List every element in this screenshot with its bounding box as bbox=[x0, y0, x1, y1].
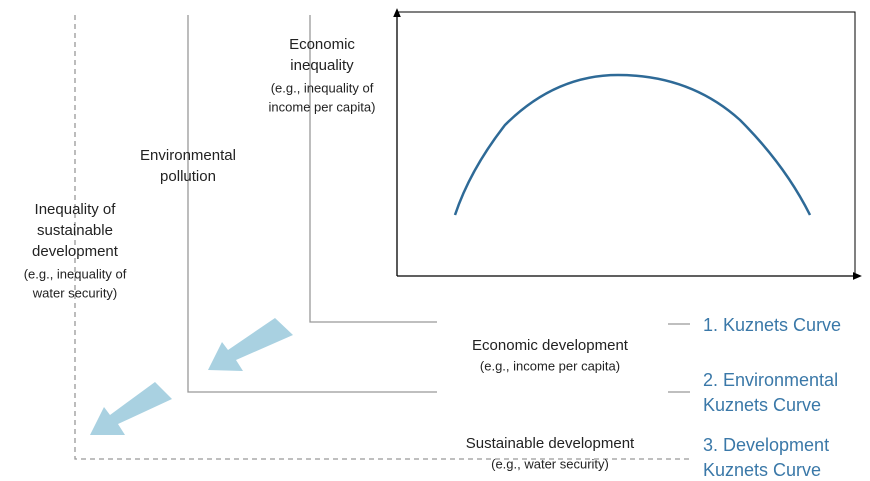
x-label-example: (e.g., income per capita) bbox=[480, 358, 620, 373]
x-label-example: (e.g., water security) bbox=[491, 456, 609, 471]
arrows bbox=[90, 318, 293, 435]
y-label-example: income per capita) bbox=[269, 99, 376, 114]
x-label-title: Sustainable development bbox=[466, 435, 635, 452]
y-label-example: water security) bbox=[32, 285, 118, 300]
y-label-example: (e.g., inequality of bbox=[24, 266, 127, 281]
curve-name: 1. Kuznets Curve bbox=[703, 315, 841, 335]
labels: Economic inequality (e.g., inequality of in… bbox=[24, 36, 841, 480]
y-label-title: Environmental bbox=[140, 147, 236, 164]
chart-frame bbox=[393, 8, 862, 280]
y-label-title: sustainable bbox=[37, 222, 113, 239]
y-label-title: development bbox=[32, 243, 119, 260]
axes bbox=[74, 15, 690, 460]
curve-name: Kuznets Curve bbox=[703, 395, 821, 415]
y-label-title: pollution bbox=[160, 168, 216, 185]
y-label-title: inequality bbox=[290, 57, 354, 74]
y-label-example: (e.g., inequality of bbox=[271, 80, 374, 95]
curve-name: Kuznets Curve bbox=[703, 460, 821, 480]
curve-name: 3. Development bbox=[703, 435, 829, 455]
curve-name: 2. Environmental bbox=[703, 370, 838, 390]
y-label-title: Economic bbox=[289, 36, 355, 53]
x-label-title: Economic development bbox=[472, 337, 629, 354]
y-label-title: Inequality of bbox=[35, 201, 117, 218]
curve bbox=[453, 73, 812, 216]
